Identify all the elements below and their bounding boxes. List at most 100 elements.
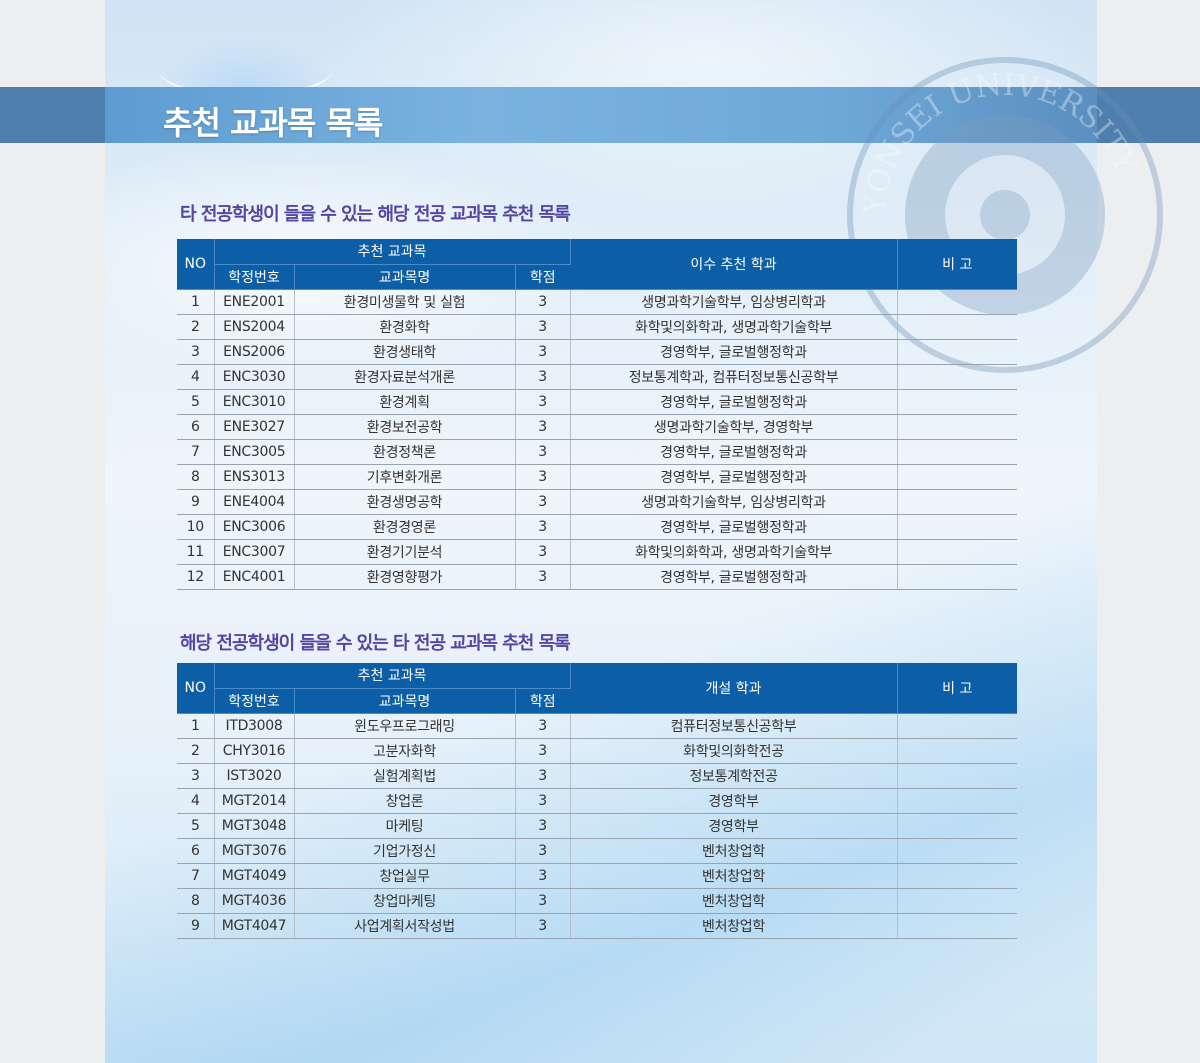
- header-credit: 학점: [515, 264, 570, 290]
- table-row: 5 MGT3048 마케팅 3 경영학부: [177, 813, 1017, 839]
- cell-credit: 3: [515, 738, 571, 764]
- cell-code: MGT3076: [214, 838, 295, 864]
- cell-code: ENC3007: [214, 539, 295, 565]
- cell-code: ENE4004: [214, 489, 295, 515]
- cell-remark: [897, 539, 1017, 565]
- cell-dept: 경영학부, 글로벌행정학과: [570, 514, 898, 540]
- table-row: 11 ENC3007 환경기기분석 3 화학및의화학과, 생명과학기술학부: [177, 539, 1017, 565]
- table-row: 2 ENS2004 환경화학 3 화학및의화학과, 생명과학기술학부: [177, 314, 1017, 340]
- title-banner: [0, 87, 1200, 143]
- table-row: 2 CHY3016 고분자화학 3 화학및의화학전공: [177, 738, 1017, 764]
- table-row: 10 ENC3006 환경경영론 3 경영학부, 글로벌행정학과: [177, 514, 1017, 540]
- section2-table: NO 추천 교과목 개설 학과 비 고 학정번호 교과목명 학점 1 ITD300…: [177, 663, 1017, 939]
- table-row: 12 ENC4001 환경영향평가 3 경영학부, 글로벌행정학과: [177, 564, 1017, 590]
- cell-no: 9: [177, 913, 215, 939]
- cell-name: 환경보전공학: [294, 414, 516, 440]
- cell-code: ENC3005: [214, 439, 295, 465]
- section2-heading: 해당 전공학생이 들을 수 있는 타 전공 교과목 추천 목록: [180, 633, 571, 654]
- cell-remark: [897, 838, 1017, 864]
- cell-code: ENC3006: [214, 514, 295, 540]
- cell-code: CHY3016: [214, 738, 295, 764]
- cell-no: 6: [177, 414, 215, 440]
- cell-no: 5: [177, 813, 215, 839]
- cell-credit: 3: [515, 888, 571, 914]
- cell-code: IST3020: [214, 763, 295, 789]
- cell-no: 3: [177, 763, 215, 789]
- cell-no: 1: [177, 713, 215, 739]
- cell-remark: [897, 738, 1017, 764]
- cell-credit: 3: [515, 838, 571, 864]
- header-dept: 이수 추천 학과: [570, 239, 898, 290]
- header-remark: 비 고: [897, 663, 1017, 714]
- table-row: 8 ENS3013 기후변화개론 3 경영학부, 글로벌행정학과: [177, 464, 1017, 490]
- cell-code: MGT4047: [214, 913, 295, 939]
- cell-credit: 3: [515, 289, 571, 315]
- cell-name: 사업계획서작성법: [294, 913, 516, 939]
- cell-name: 환경자료분석개론: [294, 364, 516, 390]
- table-row: 8 MGT4036 창업마케팅 3 벤처창업학: [177, 888, 1017, 914]
- cell-remark: [897, 564, 1017, 590]
- cell-credit: 3: [515, 539, 571, 565]
- cell-name: 환경화학: [294, 314, 516, 340]
- cell-name: 마케팅: [294, 813, 516, 839]
- cell-name: 환경계획: [294, 389, 516, 415]
- cell-remark: [897, 289, 1017, 315]
- page-title: 추천 교과목 목록: [163, 104, 383, 142]
- cell-dept: 벤처창업학: [570, 888, 898, 914]
- cell-name: 윈도우프로그래밍: [294, 713, 516, 739]
- cell-no: 8: [177, 464, 215, 490]
- cell-remark: [897, 763, 1017, 789]
- header-no: NO: [177, 239, 215, 290]
- header-dept: 개설 학과: [570, 663, 898, 714]
- cell-credit: 3: [515, 813, 571, 839]
- cell-dept: 경영학부, 글로벌행정학과: [570, 339, 898, 365]
- cell-remark: [897, 339, 1017, 365]
- cell-remark: [897, 489, 1017, 515]
- cell-code: ENS3013: [214, 464, 295, 490]
- cell-remark: [897, 788, 1017, 814]
- cell-name: 환경영향평가: [294, 564, 516, 590]
- cell-credit: 3: [515, 364, 571, 390]
- cell-name: 환경생명공학: [294, 489, 516, 515]
- cell-code: ENC4001: [214, 564, 295, 590]
- cell-code: ENE3027: [214, 414, 295, 440]
- header-group: 추천 교과목: [214, 663, 571, 689]
- section1-heading: 타 전공학생이 들을 수 있는 해당 전공 교과목 추천 목록: [180, 204, 571, 225]
- cell-credit: 3: [515, 389, 571, 415]
- cell-code: MGT4049: [214, 863, 295, 889]
- cell-credit: 3: [515, 514, 571, 540]
- cell-dept: 화학및의화학과, 생명과학기술학부: [570, 314, 898, 340]
- cell-code: ENS2004: [214, 314, 295, 340]
- table-row: 3 ENS2006 환경생태학 3 경영학부, 글로벌행정학과: [177, 339, 1017, 365]
- cell-no: 4: [177, 364, 215, 390]
- cell-name: 환경기기분석: [294, 539, 516, 565]
- cell-no: 5: [177, 389, 215, 415]
- table-row: 1 ENE2001 환경미생물학 및 실험 3 생명과학기술학부, 임상병리학과: [177, 289, 1017, 315]
- cell-remark: [897, 414, 1017, 440]
- cell-dept: 경영학부, 글로벌행정학과: [570, 464, 898, 490]
- cell-no: 6: [177, 838, 215, 864]
- cell-dept: 경영학부, 글로벌행정학과: [570, 439, 898, 465]
- cell-remark: [897, 389, 1017, 415]
- cell-no: 11: [177, 539, 215, 565]
- cell-no: 2: [177, 738, 215, 764]
- cell-dept: 정보통계학전공: [570, 763, 898, 789]
- cell-dept: 생명과학기술학부, 임상병리학과: [570, 489, 898, 515]
- cell-dept: 컴퓨터정보통신공학부: [570, 713, 898, 739]
- cell-no: 7: [177, 863, 215, 889]
- cell-dept: 정보통계학과, 컴퓨터정보통신공학부: [570, 364, 898, 390]
- cell-code: ENS2006: [214, 339, 295, 365]
- cell-credit: 3: [515, 339, 571, 365]
- cell-no: 10: [177, 514, 215, 540]
- cell-remark: [897, 888, 1017, 914]
- cell-dept: 경영학부: [570, 788, 898, 814]
- cell-name: 환경생태학: [294, 339, 516, 365]
- header-name: 교과목명: [294, 264, 516, 290]
- cell-no: 7: [177, 439, 215, 465]
- cell-no: 9: [177, 489, 215, 515]
- cell-code: ENC3030: [214, 364, 295, 390]
- header-credit: 학점: [515, 688, 570, 714]
- cell-remark: [897, 813, 1017, 839]
- table-row: 6 ENE3027 환경보전공학 3 생명과학기술학부, 경영학부: [177, 414, 1017, 440]
- cell-code: MGT3048: [214, 813, 295, 839]
